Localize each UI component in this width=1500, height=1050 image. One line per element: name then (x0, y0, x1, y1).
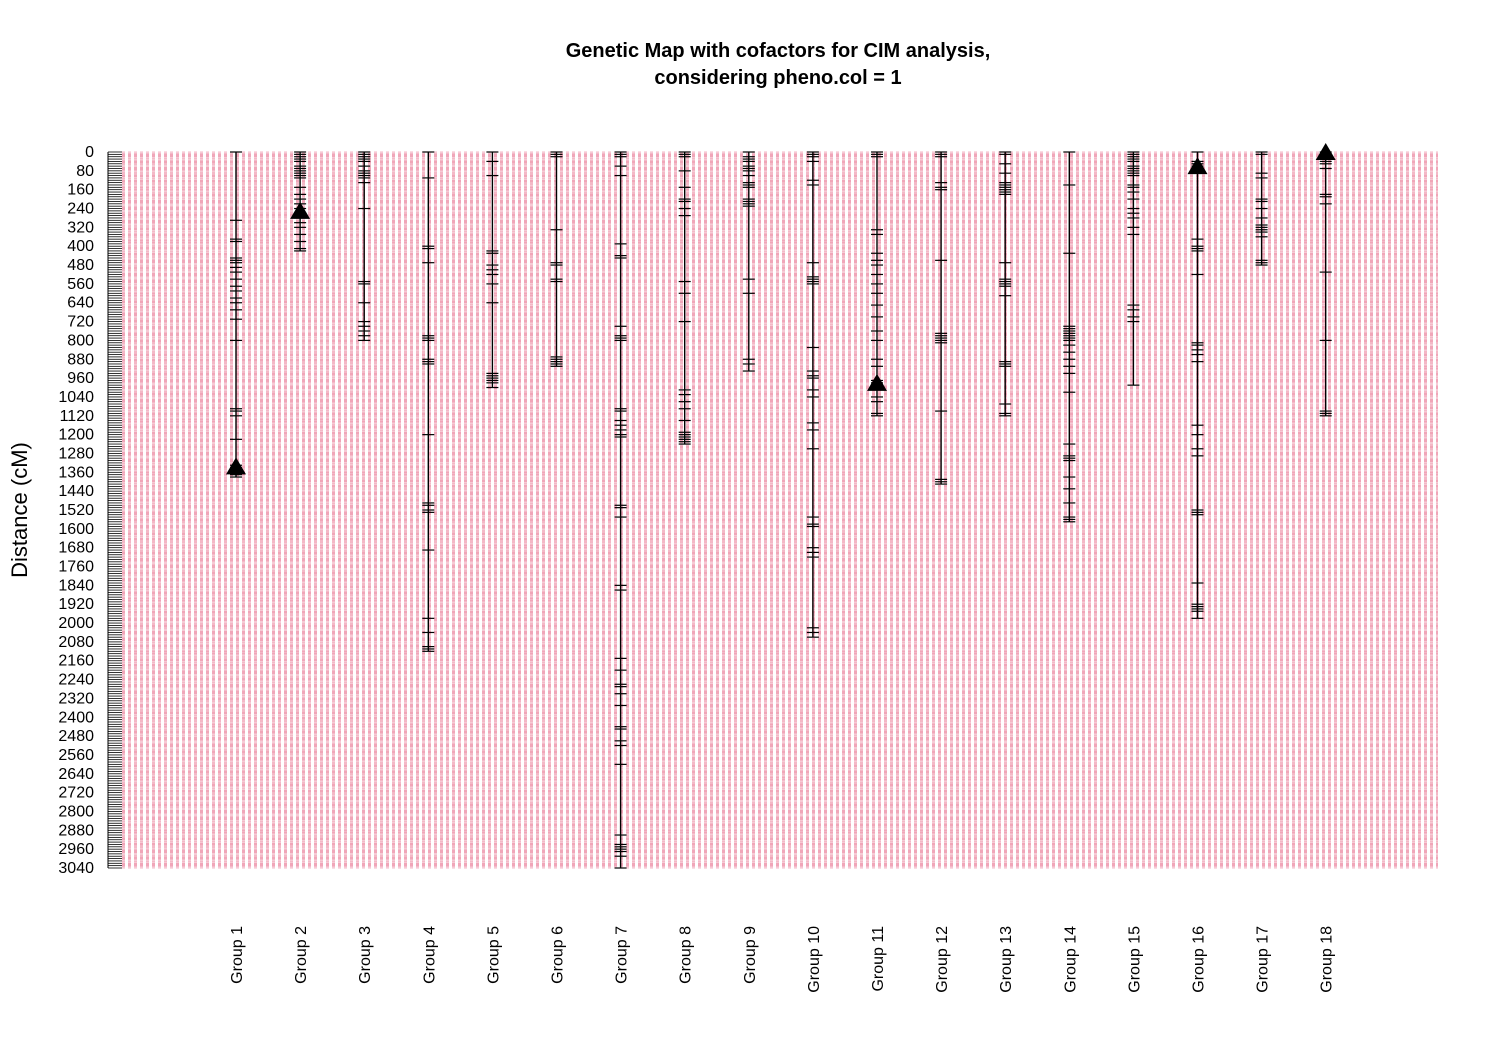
grid-layer (122, 151, 1438, 869)
y-tick-label: 720 (67, 314, 94, 331)
y-tick-label: 1040 (58, 389, 94, 406)
linkage-group (358, 151, 371, 342)
y-tick-label: 2160 (58, 653, 94, 670)
chart-title-line-1: Genetic Map with cofactors for CIM analy… (566, 40, 991, 62)
cofactor-triangle (867, 373, 887, 391)
group-label: Group 12 (934, 926, 951, 993)
y-tick-label: 880 (67, 351, 94, 368)
linkage-group (999, 151, 1012, 417)
y-tick-label: 560 (67, 276, 94, 293)
y-tick-label: 400 (67, 238, 94, 255)
group-label: Group 1 (229, 926, 246, 984)
linkage-group (550, 151, 563, 367)
linkage-group (290, 151, 311, 252)
y-tick-label: 2960 (58, 841, 94, 858)
y-tick-label: 2240 (58, 672, 94, 689)
y-tick-label: 1920 (58, 596, 94, 613)
linkage-group (422, 151, 435, 652)
y-tick-label: 2560 (58, 747, 94, 764)
chart-title-line-2: considering pheno.col = 1 (654, 67, 901, 89)
y-tick-label: 480 (67, 257, 94, 274)
group-label: Group 9 (742, 926, 759, 984)
group-label: Group 11 (870, 926, 887, 992)
y-tick-label: 960 (67, 370, 94, 387)
linkage-group (867, 151, 887, 417)
y-tick-label: 2880 (58, 822, 94, 839)
cofactor-triangle (226, 457, 246, 475)
cofactor-triangle (290, 201, 311, 219)
group-label: Group 8 (678, 926, 695, 984)
cofactor-triangle (1187, 157, 1208, 175)
group-label: Group 14 (1062, 926, 1079, 993)
cofactor-triangle (1315, 143, 1336, 160)
y-tick-label: 2720 (58, 785, 94, 802)
y-tick-label: 640 (67, 295, 94, 312)
linkage-group (1063, 151, 1076, 523)
group-label: Group 16 (1191, 926, 1208, 993)
group-label: Group 13 (998, 926, 1015, 993)
linkage-group (806, 151, 819, 638)
linkage-group (935, 151, 948, 485)
y-tick-label: 320 (67, 219, 94, 236)
y-tick-label: 1120 (60, 408, 95, 425)
y-tick-label: 160 (67, 182, 94, 199)
y-tick-label: 2000 (58, 615, 94, 632)
group-label: Group 17 (1255, 926, 1272, 993)
group-label: Group 18 (1319, 926, 1336, 993)
group-labels: Group 1 Group 2 Group 3 Group 4 Group 5 Group… (229, 926, 1336, 993)
y-tick-label: 1760 (58, 559, 94, 576)
y-tick-label: 1280 (58, 445, 94, 462)
group-label: Group 3 (357, 926, 374, 984)
y-tick-label: 2800 (58, 803, 94, 820)
group-label: Group 7 (614, 926, 631, 984)
linkage-group (1187, 151, 1208, 619)
y-tick-label: 1600 (58, 521, 94, 538)
linkage-group (1255, 151, 1268, 266)
y-tick-label: 2320 (58, 690, 94, 707)
linkage-groups (226, 143, 1336, 869)
group-label: Group 5 (485, 926, 502, 984)
y-tick-label: 2400 (58, 709, 94, 726)
linkage-group (1127, 151, 1140, 386)
y-tick-label: 2480 (58, 728, 94, 745)
linkage-group (742, 151, 755, 372)
chart-title: Genetic Map with cofactors for CIM analy… (566, 40, 991, 89)
group-label: Group 2 (293, 926, 310, 984)
y-tick-label: 1680 (58, 540, 94, 557)
linkage-group (614, 151, 627, 869)
group-label: Group 6 (550, 926, 567, 984)
group-label: Group 4 (421, 926, 438, 984)
y-tick-label: 0 (85, 144, 94, 161)
y-tick-label: 3040 (58, 860, 94, 877)
y-tick-label: 800 (67, 332, 94, 349)
y-tick-label: 1840 (58, 577, 94, 594)
linkage-group (226, 151, 246, 478)
y-tick-label: 2640 (58, 766, 94, 783)
linkage-group (486, 151, 499, 389)
y-tick-label: 80 (76, 163, 94, 180)
y-tick-label: 2080 (58, 634, 94, 651)
y-tick-label: 1200 (58, 427, 94, 444)
linkage-group (1315, 143, 1336, 417)
linkage-group (678, 151, 691, 445)
group-label: Group 10 (806, 926, 823, 993)
group-label: Group 15 (1126, 926, 1143, 993)
y-tick-label: 1440 (58, 483, 94, 500)
y-axis-label: Distance (cM) (7, 442, 32, 578)
y-tick-label: 1360 (58, 464, 94, 481)
y-tick-label: 240 (67, 201, 94, 218)
y-tick-label: 1520 (58, 502, 94, 519)
